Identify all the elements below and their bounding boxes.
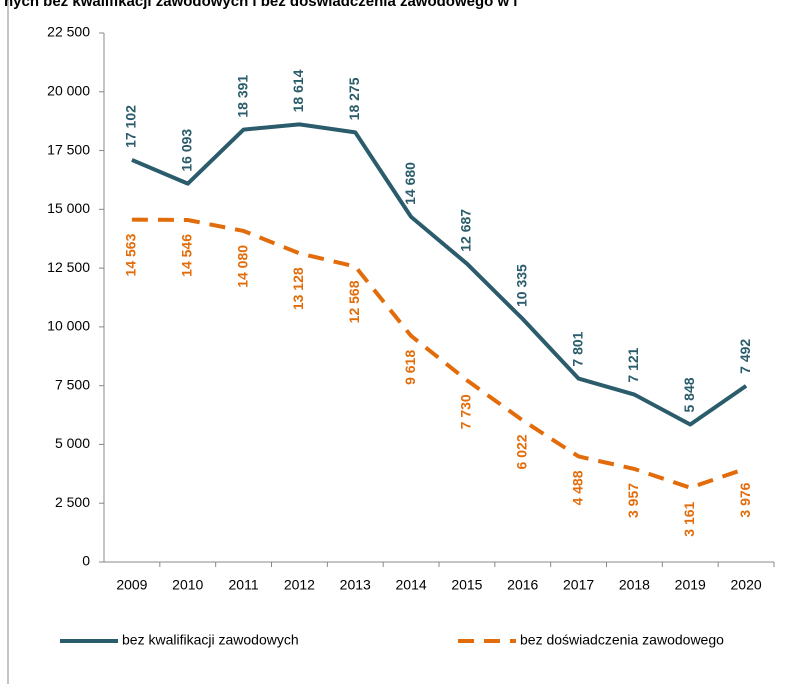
x-tick-label: 2014 (396, 577, 427, 593)
data-label: 14 563 (123, 233, 139, 276)
x-tick-label: 2009 (116, 577, 147, 593)
data-label: 13 128 (290, 267, 306, 310)
x-tick-label: 2016 (507, 577, 538, 593)
y-tick-label: 17 500 (47, 141, 90, 157)
chart-title: nych bez kwalifikacji zawodowych i bez d… (4, 0, 517, 10)
x-tick-label: 2020 (731, 577, 762, 593)
data-label: 14 546 (178, 234, 194, 277)
data-label: 7 801 (569, 331, 585, 366)
x-tick-label: 2010 (172, 577, 203, 593)
data-label: 12 687 (458, 209, 474, 252)
y-tick-label: 2 500 (55, 494, 90, 510)
data-label: 10 335 (513, 264, 529, 307)
chart-frame (7, 0, 797, 684)
data-label: 14 680 (402, 162, 418, 205)
y-tick-label: 20 000 (47, 82, 90, 98)
data-label: 4 488 (569, 470, 585, 505)
y-tick-label: 22 500 (47, 24, 90, 40)
data-label: 18 614 (290, 69, 306, 112)
data-label: 7 730 (458, 394, 474, 429)
data-label: 14 080 (234, 245, 250, 288)
legend-label: bez doświadczenia zawodowego (520, 632, 724, 648)
data-label: 6 022 (513, 434, 529, 469)
y-tick-label: 12 500 (47, 259, 90, 275)
data-label: 5 848 (681, 377, 697, 412)
y-tick-label: 5 000 (55, 435, 90, 451)
data-label: 18 275 (346, 77, 362, 120)
x-tick-label: 2011 (229, 577, 259, 593)
data-label: 3 161 (681, 501, 697, 536)
data-label: 18 391 (234, 75, 250, 118)
data-label: 9 618 (402, 350, 418, 385)
x-tick-label: 2012 (284, 577, 315, 593)
data-label: 7 121 (625, 347, 641, 382)
x-tick-label: 2013 (340, 577, 371, 593)
data-label: 3 957 (625, 483, 641, 518)
data-label: 3 976 (737, 482, 753, 517)
x-tick-label: 2018 (619, 577, 650, 593)
line (131, 122, 748, 427)
y-tick-label: 7 500 (55, 376, 90, 392)
x-tick-label: 2017 (563, 577, 594, 593)
x-tick-label: 2015 (451, 577, 482, 593)
y-tick-label: 10 000 (47, 318, 90, 334)
legend-label: bez kwalifikacji zawodowych (122, 632, 299, 648)
x-tick-label: 2019 (675, 577, 706, 593)
y-tick-label: 0 (82, 553, 90, 569)
data-label: 17 102 (123, 105, 139, 148)
y-tick-label: 15 000 (47, 200, 90, 216)
data-label: 7 492 (737, 339, 753, 374)
data-label: 12 568 (346, 280, 362, 323)
data-label: 16 093 (178, 129, 194, 172)
